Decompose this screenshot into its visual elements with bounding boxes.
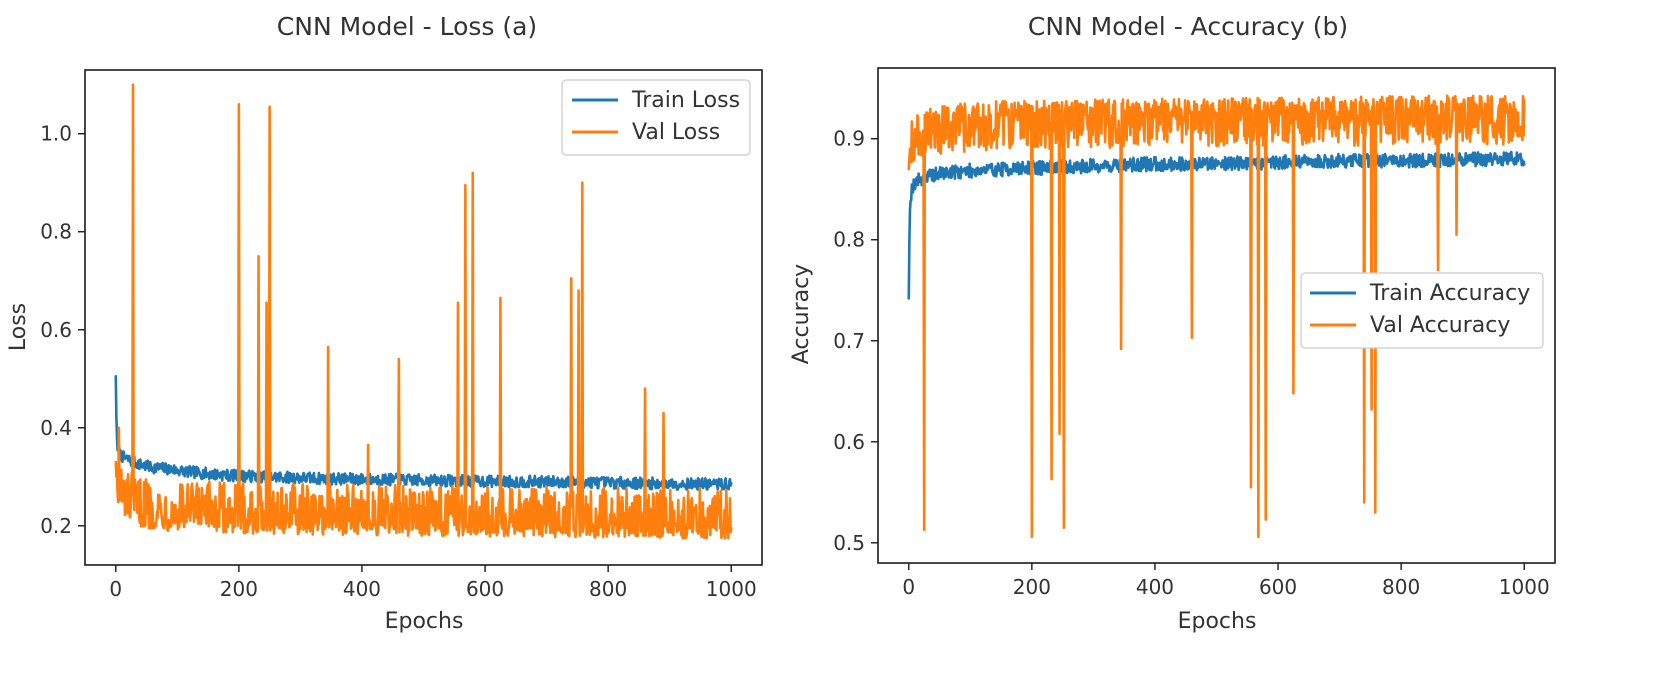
loss-x-axis-label: Epochs — [385, 609, 464, 634]
loss-y-axis-label: Loss — [6, 303, 31, 351]
accuracy-y-axis-label: Accuracy — [789, 264, 814, 364]
loss-y-tick-label: 1.0 — [40, 122, 72, 146]
loss-x-tick-label: 800 — [589, 577, 627, 601]
accuracy-legend: Train Accuracy Val Accuracy — [1300, 272, 1544, 349]
loss-y-tick-label: 0.4 — [40, 416, 72, 440]
accuracy-val-series-path — [907, 94, 1526, 539]
loss-train-series-path — [114, 375, 733, 492]
legend-train-accuracy-label: Train Accuracy — [1369, 281, 1530, 306]
accuracy-y-ticks: 0.5 0.6 0.7 0.8 0.9 — [833, 127, 878, 555]
accuracy-x-tick-label: 400 — [1136, 575, 1174, 599]
accuracy-plot-area — [877, 67, 1556, 564]
loss-x-tick-label: 200 — [220, 577, 258, 601]
loss-x-ticks: 0 200 400 600 800 1000 — [109, 565, 757, 601]
loss-chart-title: CNN Model - Loss (a) — [277, 12, 537, 41]
train-accuracy-line — [907, 150, 1526, 300]
legend-train-loss-label: Train Loss — [631, 88, 740, 113]
accuracy-y-tick-label: 0.9 — [833, 127, 865, 151]
loss-y-ticks: 0.2 0.4 0.6 0.8 1.0 — [40, 122, 85, 538]
loss-chart: CNN Model - Loss (a) 0 200 400 600 800 1000 0… — [6, 12, 763, 634]
accuracy-chart-title: CNN Model - Accuracy (b) — [1028, 12, 1348, 41]
accuracy-x-tick-label: 0 — [902, 575, 915, 599]
accuracy-x-tick-label: 800 — [1382, 575, 1420, 599]
accuracy-legend-box — [1300, 272, 1544, 349]
loss-y-tick-label: 0.2 — [40, 514, 72, 538]
loss-x-tick-label: 1000 — [706, 577, 757, 601]
loss-val-series-path — [114, 83, 733, 540]
val-accuracy-line — [907, 94, 1526, 539]
accuracy-y-tick-label: 0.8 — [833, 228, 865, 252]
loss-plot-area — [84, 69, 763, 566]
accuracy-train-series-path — [907, 150, 1526, 300]
accuracy-x-axis-label: Epochs — [1178, 609, 1257, 634]
accuracy-y-tick-label: 0.6 — [833, 430, 865, 454]
legend-val-accuracy-label: Val Accuracy — [1370, 313, 1510, 338]
accuracy-chart: CNN Model - Accuracy (b) 0 200 400 600 800 10… — [789, 12, 1556, 634]
loss-x-tick-label: 400 — [343, 577, 381, 601]
loss-legend: Train Loss Val Loss — [561, 79, 751, 156]
accuracy-y-tick-label: 0.7 — [833, 329, 865, 353]
accuracy-x-tick-label: 200 — [1013, 575, 1051, 599]
legend-val-loss-label: Val Loss — [632, 120, 720, 145]
accuracy-y-tick-label: 0.5 — [833, 531, 865, 555]
loss-x-tick-label: 600 — [466, 577, 504, 601]
accuracy-x-tick-label: 600 — [1259, 575, 1297, 599]
loss-x-tick-label: 0 — [109, 577, 122, 601]
val-loss-line — [114, 83, 733, 540]
accuracy-x-tick-label: 1000 — [1499, 575, 1550, 599]
loss-y-tick-label: 0.8 — [40, 220, 72, 244]
loss-y-tick-label: 0.6 — [40, 318, 72, 342]
accuracy-x-ticks: 0 200 400 600 800 1000 — [902, 563, 1550, 599]
train-loss-line — [114, 375, 733, 492]
